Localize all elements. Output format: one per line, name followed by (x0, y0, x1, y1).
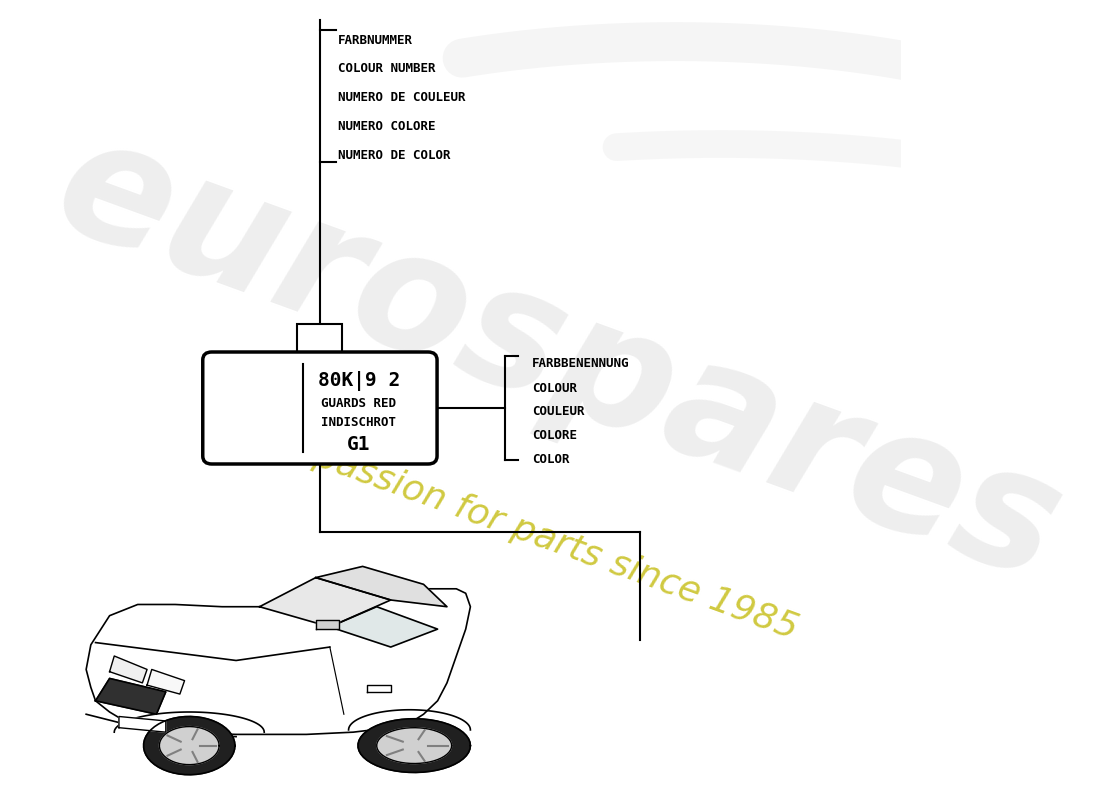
Text: NUMERO COLORE: NUMERO COLORE (338, 120, 436, 133)
Polygon shape (119, 717, 166, 732)
Text: FARBNUMMER: FARBNUMMER (338, 34, 412, 46)
Text: COLOR: COLOR (531, 454, 569, 466)
Text: 80K|9 2: 80K|9 2 (318, 371, 400, 391)
Polygon shape (147, 670, 185, 694)
Text: a passion for parts since 1985: a passion for parts since 1985 (278, 426, 803, 646)
Text: G1: G1 (348, 435, 371, 454)
Polygon shape (377, 728, 452, 763)
Text: GUARDS RED: GUARDS RED (321, 397, 396, 410)
Polygon shape (144, 717, 235, 774)
Polygon shape (86, 589, 471, 734)
Polygon shape (359, 718, 471, 773)
Text: NUMERO DE COULEUR: NUMERO DE COULEUR (338, 91, 465, 104)
Polygon shape (110, 656, 147, 683)
Polygon shape (160, 726, 219, 765)
Polygon shape (316, 620, 339, 629)
Polygon shape (260, 578, 390, 627)
Text: COLOUR: COLOUR (531, 382, 576, 394)
FancyBboxPatch shape (202, 352, 437, 464)
Text: COLOUR NUMBER: COLOUR NUMBER (338, 62, 436, 75)
Text: INDISCHROT: INDISCHROT (321, 416, 396, 429)
Polygon shape (316, 566, 447, 606)
Text: eurospares: eurospares (36, 103, 1081, 617)
Polygon shape (330, 606, 438, 647)
Text: NUMERO DE COLOR: NUMERO DE COLOR (338, 149, 450, 162)
Text: COULEUR: COULEUR (531, 406, 584, 418)
Text: COLORE: COLORE (531, 430, 576, 442)
Polygon shape (96, 678, 166, 714)
FancyBboxPatch shape (297, 324, 342, 358)
Text: FARBBENENNUNG: FARBBENENNUNG (531, 358, 629, 370)
